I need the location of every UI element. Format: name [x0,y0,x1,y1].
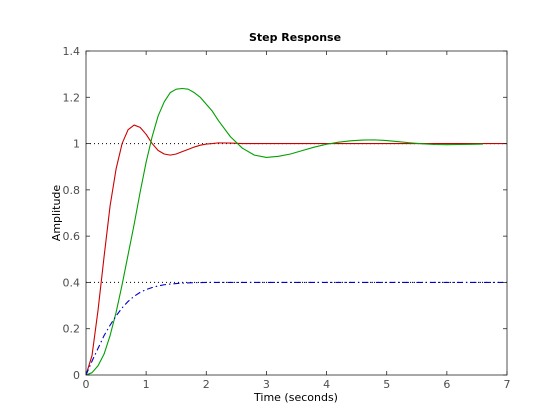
axis-ticks [85,50,508,376]
y-tick-label-1: 0.2 [63,323,81,336]
axis-tick-labels: 0 1 2 3 4 5 6 7 0 0.2 0.4 0.6 0.8 1 1.2 1.4 [63,45,511,391]
plot-area [85,50,508,376]
y-tick-label-3: 0.6 [63,230,81,243]
x-tick-label-6: 6 [443,378,450,391]
x-tick-label-1: 1 [143,378,150,391]
x-tick-label-3: 3 [263,378,270,391]
y-tick-label-0: 0 [73,369,80,382]
y-tick-label-7: 1.4 [63,45,81,58]
x-tick-label-0: 0 [83,378,90,391]
y-axis-label: Amplitude [50,185,63,242]
y-tick-label-6: 1.2 [63,91,81,104]
series-line-0 [85,124,507,376]
series-line-1 [85,87,483,376]
x-axis-label: Time (seconds) [253,391,338,404]
y-tick-label-4: 0.8 [63,184,81,197]
series-line-2 [85,281,507,376]
series-lines [85,87,507,376]
x-tick-label-2: 2 [203,378,210,391]
x-tick-label-5: 5 [383,378,390,391]
chart-title: Step Response [249,31,341,44]
y-tick-label-2: 0.4 [63,276,81,289]
x-tick-label-4: 4 [323,378,330,391]
y-tick-label-5: 1 [73,138,80,151]
x-tick-label-7: 7 [504,378,511,391]
